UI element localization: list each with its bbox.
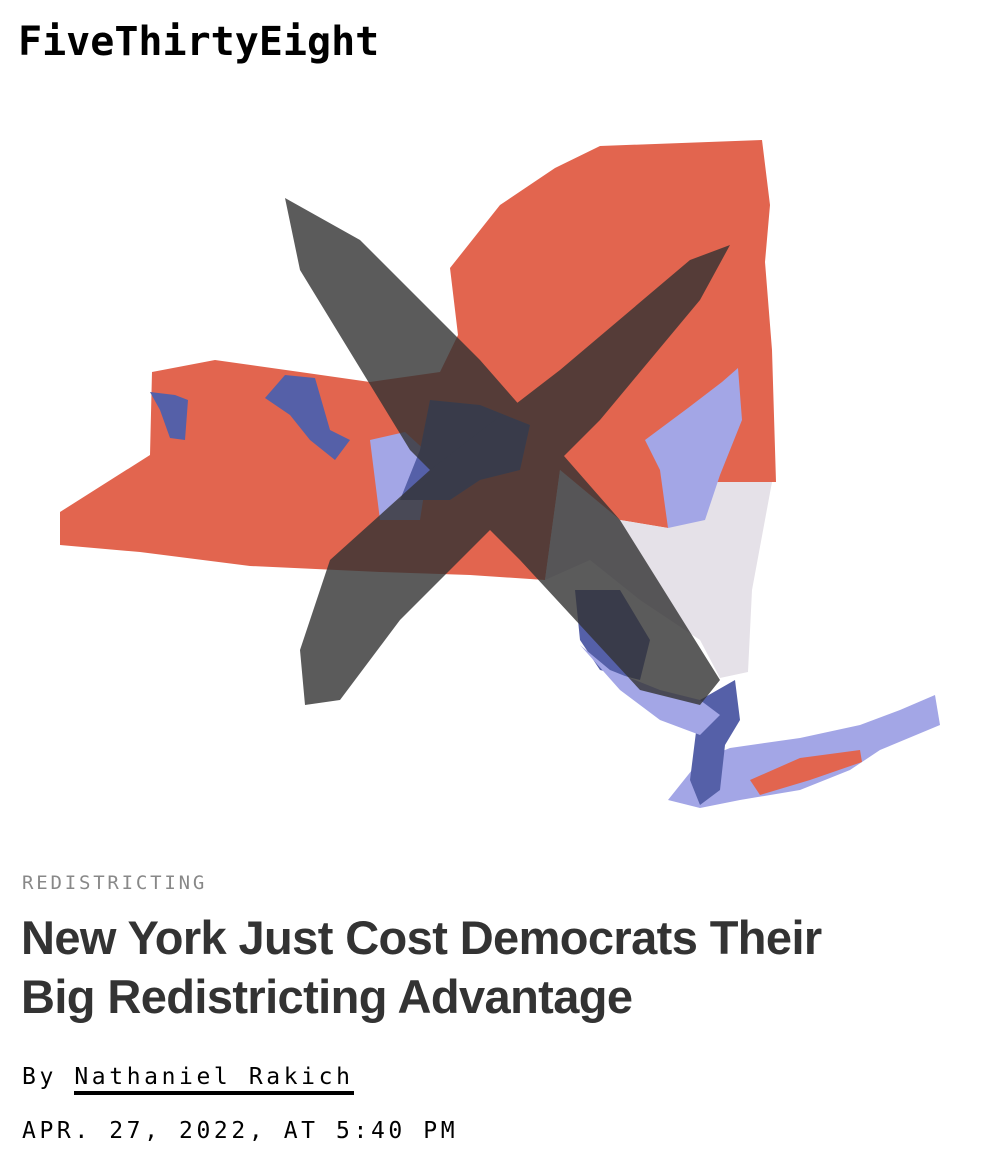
article-headline: New York Just Cost Democrats Their Big R… (21, 908, 971, 1026)
dem-dark-district (150, 392, 188, 440)
article-category[interactable]: REDISTRICTING (22, 872, 208, 894)
long-island-rep (750, 750, 862, 795)
long-island-dem (668, 695, 940, 808)
hero-map-illustration (60, 140, 940, 808)
dem-light-district (645, 368, 742, 528)
byline: By Nathaniel Rakich (22, 1064, 354, 1095)
headline-line-1: New York Just Cost Democrats Their (21, 911, 822, 964)
publish-date: APR. 27, 2022, AT 5:40 PM (22, 1118, 459, 1144)
dem-dark-district (265, 375, 350, 460)
byline-prefix: By (22, 1064, 57, 1090)
headline-line-2: Big Redistricting Advantage (21, 970, 633, 1023)
x-strike (285, 198, 730, 705)
republican-region (60, 140, 776, 580)
site-logo[interactable]: FiveThirtyEight (18, 19, 380, 65)
state-map (60, 140, 940, 808)
brush-stroke (300, 245, 730, 705)
author-link[interactable]: Nathaniel Rakich (74, 1064, 354, 1095)
